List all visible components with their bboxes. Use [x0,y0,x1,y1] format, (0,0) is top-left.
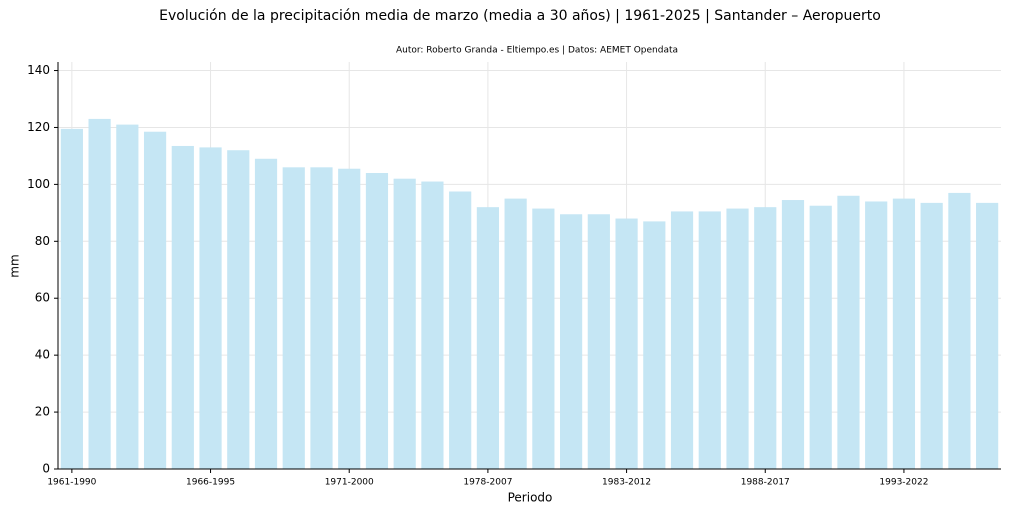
bars [60,118,999,470]
bar [254,158,278,469]
bar [865,201,888,469]
bar [615,218,638,469]
bar [809,205,832,469]
x-tick-label: 1966-1995 [186,478,235,488]
bar [976,202,999,469]
chart-subtitle: Autor: Roberto Granda - Eltiempo.es | Da… [396,46,678,56]
bar [837,195,860,469]
bar [338,168,361,469]
y-tick-label: 60 [35,291,50,305]
x-tick-label: 1971-2000 [325,478,374,488]
bar [781,200,805,470]
labels: 0 20 40 60 80 100 120 140 1961-1990 1966-1995 1971… [27,63,928,487]
chart-title: Evolución de la precipitación media de m… [159,8,881,24]
bar [116,124,139,469]
bar [726,208,749,470]
bar [560,214,583,469]
bar [948,192,971,469]
bar [587,214,610,469]
bar [393,178,416,469]
y-tick-label: 20 [35,405,50,419]
bar [171,145,194,469]
y-tick-label: 40 [35,348,50,362]
bar [60,128,83,469]
y-tick-label: 120 [27,120,50,134]
y-tick-label: 100 [27,177,50,191]
bar [920,202,943,469]
bar [476,207,499,469]
bar [421,181,444,470]
x-tick-label: 1993-2022 [879,478,928,488]
bar [892,198,916,469]
x-tick-label: 1978-2007 [463,478,512,488]
bar [504,198,527,469]
bar [88,118,111,469]
bar [227,150,250,469]
x-tick-label: 1961-1990 [47,478,96,488]
y-axis-label: mm [8,254,22,277]
bar [449,191,472,469]
bar [143,131,167,469]
y-tick-label: 140 [27,63,50,77]
bar [532,208,555,470]
bar [199,147,222,469]
y-tick-label: 0 [42,462,50,476]
x-axis-label: Periodo [508,491,553,505]
bar [643,221,666,469]
bar [754,207,777,469]
bar [670,211,694,469]
y-tick-label: 80 [35,234,50,248]
x-tick-label: 1983-2012 [602,478,651,488]
bar [365,173,389,469]
bar [698,211,721,469]
bar [310,167,333,470]
x-tick-label: 1988-2017 [741,478,790,488]
bar [282,167,305,470]
